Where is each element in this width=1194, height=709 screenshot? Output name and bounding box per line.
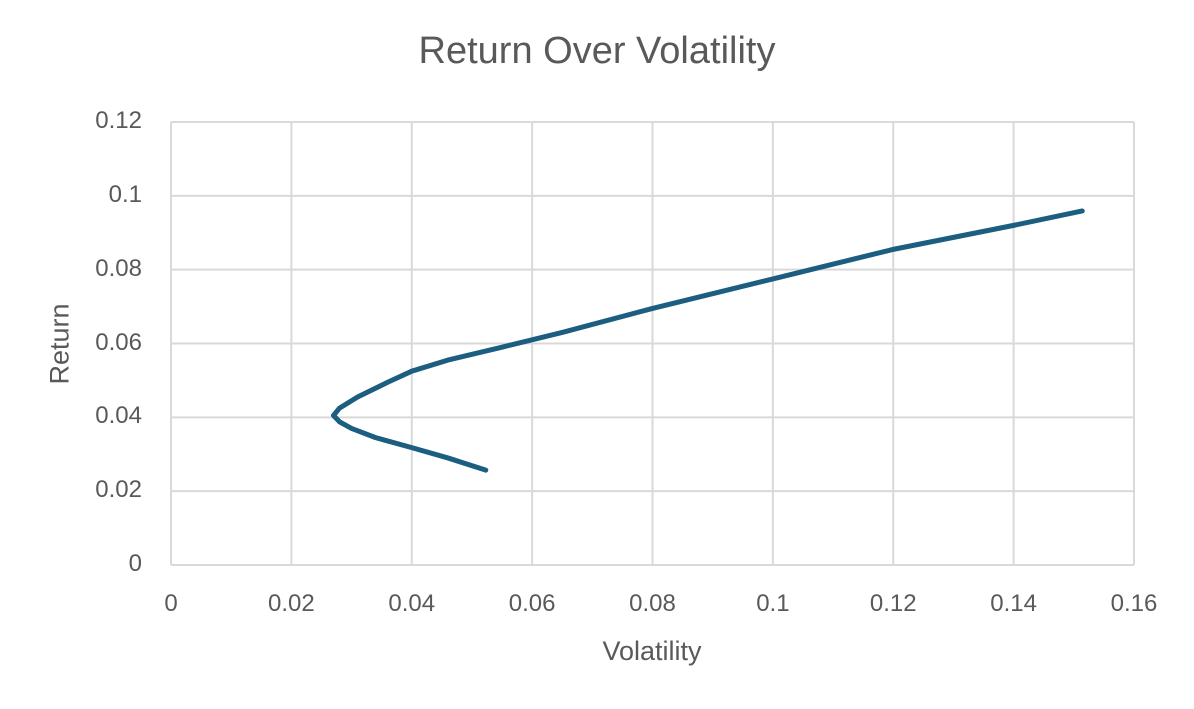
x-tick-label: 0.1 [756, 590, 790, 617]
y-tick-label: 0 [128, 550, 142, 577]
x-tick-label: 0.16 [1110, 590, 1158, 617]
y-tick-label: 0.06 [95, 328, 142, 356]
x-tick-label: 0.14 [990, 590, 1037, 617]
x-tick-label: 0.02 [268, 590, 315, 617]
y-tick-label: 0.12 [95, 107, 142, 134]
y-tick-label: 0.04 [95, 402, 142, 430]
x-tick-label: 0.04 [388, 590, 436, 617]
x-tick-label: 0.08 [629, 590, 676, 617]
x-tick-label: 0.06 [508, 590, 556, 617]
y-tick-label: 0.02 [95, 476, 142, 504]
x-tick-label: 0 [164, 590, 178, 617]
x-axis-label: Volatility [602, 636, 702, 666]
y-tick-label: 0.08 [95, 254, 142, 282]
x-tick-label: 0.12 [869, 590, 917, 617]
y-tick-label: 0.1 [108, 180, 142, 208]
frontier-line [331, 208, 1085, 473]
y-axis-label: Return [44, 303, 75, 385]
chart-title: Return Over Volatility [418, 30, 776, 72]
